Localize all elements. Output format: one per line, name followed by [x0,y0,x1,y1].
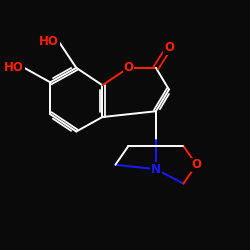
Text: O: O [124,61,134,74]
Text: HO: HO [39,35,59,48]
Text: O: O [164,41,174,54]
Text: N: N [151,163,161,176]
Text: HO: HO [4,61,24,74]
Text: O: O [192,158,202,171]
